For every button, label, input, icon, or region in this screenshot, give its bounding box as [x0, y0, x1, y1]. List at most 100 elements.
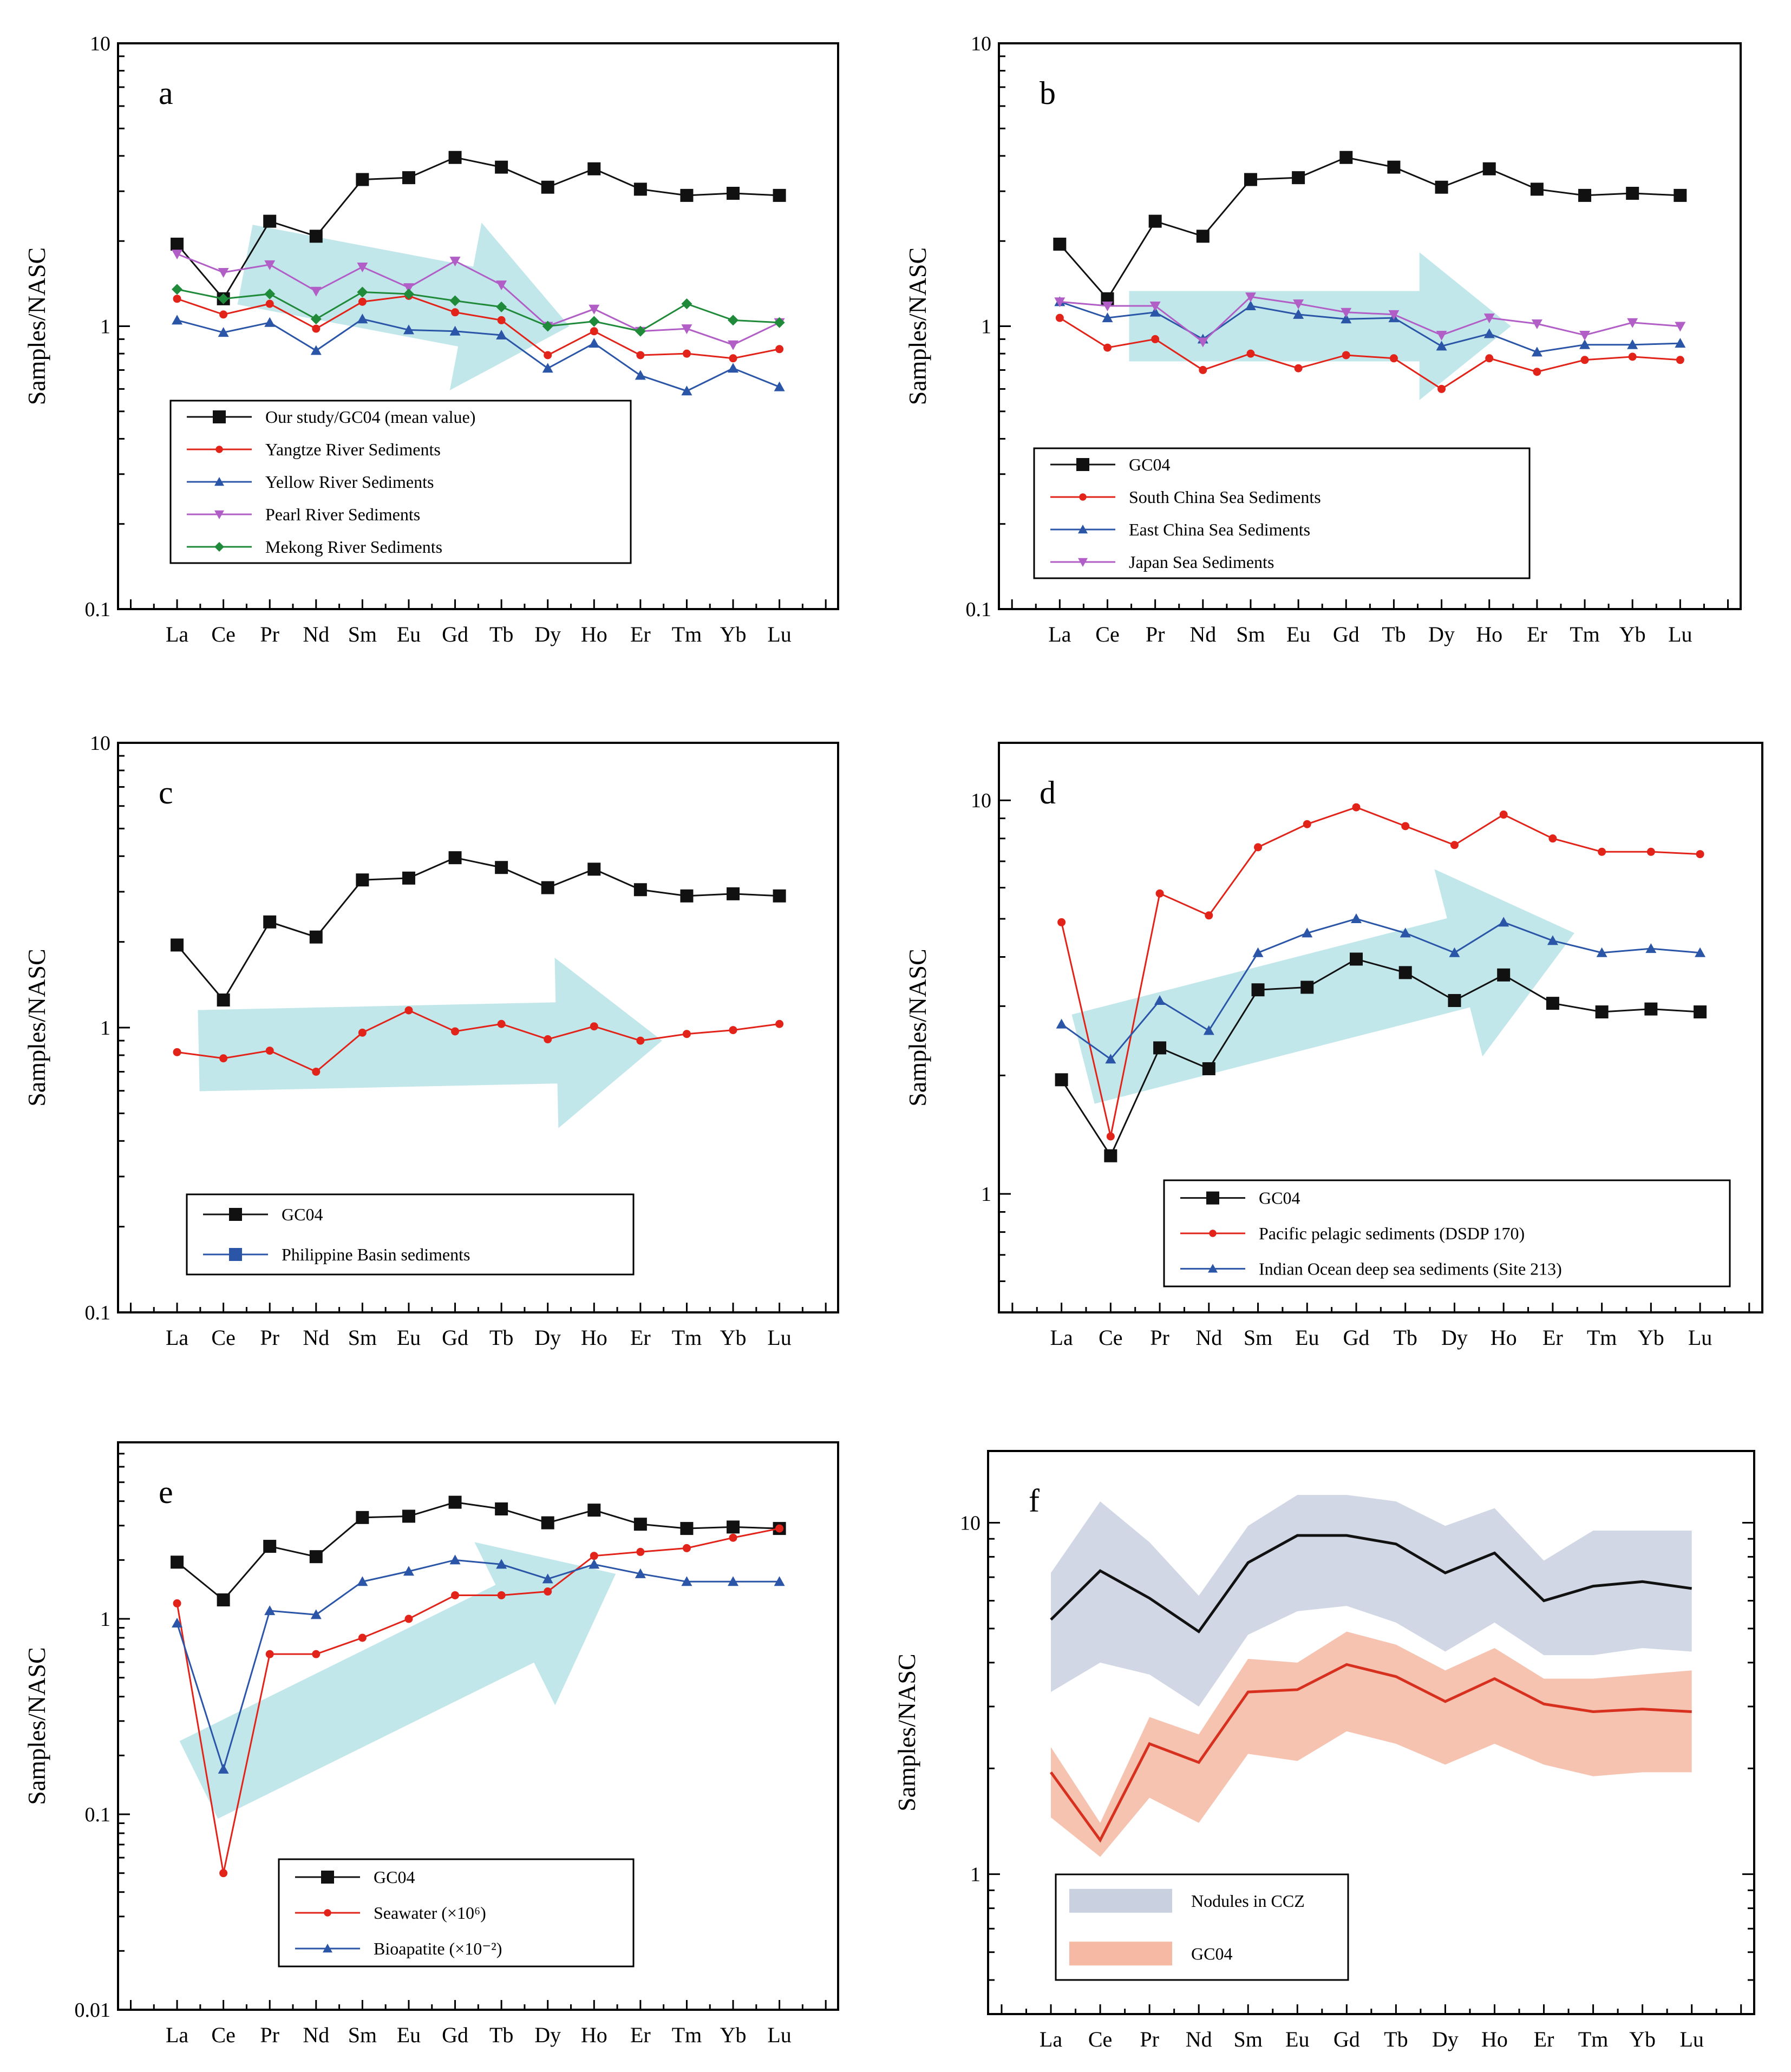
y-tick-label: 10 [90, 32, 110, 55]
data-point-nd [310, 1609, 322, 1619]
data-point-la [173, 1599, 181, 1607]
x-tick-label-nd: Nd [1189, 622, 1216, 646]
data-point-tb [496, 280, 507, 291]
data-point-gd [1342, 351, 1350, 360]
y-axis-label: Samples/NASC [893, 1653, 920, 1811]
data-point-lu [1694, 1005, 1707, 1019]
data-point-ho [1483, 313, 1495, 324]
data-point-er [636, 1547, 645, 1556]
x-tick-label-nd: Nd [303, 622, 329, 646]
data-point-sm [1245, 292, 1256, 303]
x-tick-label-sm: Sm [1244, 1325, 1272, 1350]
data-point-tb [495, 861, 508, 874]
data-point-ho [587, 862, 601, 876]
data-point-la [173, 1048, 181, 1056]
data-point-la [171, 938, 184, 952]
data-point-er [636, 1036, 645, 1045]
series-line-1 [177, 1009, 780, 1073]
data-point-eu [1302, 927, 1313, 938]
data-point-tm [682, 349, 691, 358]
data-point-sm [356, 173, 369, 186]
data-point-er [1548, 834, 1557, 843]
data-point-dy [542, 363, 553, 373]
data-point-ce [217, 993, 230, 1007]
legend-marker [321, 1871, 334, 1884]
legend-label: GC04 [1259, 1188, 1300, 1208]
data-point-ho [590, 1022, 598, 1031]
legend-entry-1: South China Sea Sediments [1050, 487, 1321, 507]
data-point-tm [680, 889, 694, 903]
legend: Our study/GC04 (mean value) Yangtze River… [169, 400, 632, 564]
legend-marker [324, 1909, 331, 1917]
mean-line-gc04 [1050, 1663, 1692, 1843]
data-point-gd [448, 151, 462, 164]
x-tick-label-la: La [166, 1325, 188, 1350]
data-point-sm [357, 313, 368, 324]
data-point-lu [1695, 947, 1706, 957]
data-point-ho [1485, 354, 1494, 363]
legend-label: GC04 [1129, 455, 1170, 474]
data-point-la [172, 315, 183, 325]
x-tick-label-ho: Ho [1491, 1325, 1517, 1350]
x-tick-label-pr: Pr [1140, 2027, 1159, 2051]
legend-entry-3: Pearl River Sediments [187, 505, 420, 524]
data-point-la [1053, 237, 1067, 251]
data-point-la [171, 237, 184, 251]
x-tick-label-tm: Tm [672, 622, 702, 646]
x-tick-label-eu: Eu [397, 1325, 421, 1350]
x-tick-label-nd: Nd [303, 2023, 329, 2047]
data-point-gd [1339, 151, 1353, 164]
x-tick-label-nd: Nd [303, 1325, 329, 1350]
x-tick-label-yb: Yb [1619, 622, 1646, 646]
x-tick-label-tb: Tb [489, 2023, 513, 2047]
y-axis-label: Samples/NASC [23, 247, 50, 405]
data-point-pr [1153, 1041, 1167, 1055]
x-tick-label-ce: Ce [211, 1325, 235, 1350]
data-point-yb [728, 340, 739, 350]
data-point-lu [774, 1576, 785, 1586]
panel-letter: d [1040, 775, 1056, 811]
x-tick-label-pr: Pr [260, 2023, 279, 2047]
data-point-gd [448, 851, 462, 865]
x-tick-label-tb: Tb [1393, 1325, 1417, 1350]
data-point-pr [264, 260, 276, 270]
data-point-tb [496, 1559, 507, 1569]
legend-swatch [1069, 1942, 1172, 1966]
data-point-pr [263, 915, 277, 929]
legend-label: GC04 [374, 1867, 415, 1887]
data-point-gd [1341, 313, 1352, 324]
x-tick-label-er: Er [1542, 1325, 1563, 1350]
legend-marker [215, 446, 223, 453]
y-tick-label: 0.01 [75, 1999, 111, 2022]
x-tick-label-gd: Gd [442, 1325, 468, 1350]
x-tick-label-yb: Yb [1629, 2027, 1656, 2051]
legend: GC04 South China Sea Sediments East China … [1033, 447, 1531, 579]
legend-label: Indian Ocean deep sea sediments (Site 21… [1259, 1259, 1562, 1278]
data-point-ce [219, 310, 228, 319]
chart-panel-c: La Ce Pr Nd Sm Eu Gd Tb Dy Ho Er Tm Yb Lu 0.1 1 10 Sample… [23, 732, 839, 1350]
legend-label: Our study/GC04 (mean value) [265, 407, 475, 427]
data-point-pr [264, 317, 276, 327]
series-line-3 [177, 253, 780, 346]
data-point-nd [1202, 1062, 1215, 1075]
x-tick-label-er: Er [630, 1325, 651, 1350]
data-point-sm [356, 873, 369, 887]
x-tick-label-eu: Eu [1295, 1325, 1319, 1350]
x-tick-label-eu: Eu [397, 2023, 421, 2047]
data-point-ho [587, 162, 601, 175]
data-point-tm [680, 188, 694, 202]
x-tick-label-ce: Ce [1099, 1325, 1122, 1350]
data-point-la [1055, 1073, 1068, 1087]
chart-panel-e: La Ce Pr Nd Sm Eu Gd Tb Dy Ho Er Tm Yb Lu 0.01 0.1 1 Samp… [23, 1441, 839, 2047]
data-point-yb [1644, 1002, 1658, 1016]
data-point-tb [1398, 966, 1412, 979]
data-point-eu [402, 871, 415, 885]
data-point-gd [1352, 803, 1361, 812]
data-point-lu [1675, 338, 1686, 348]
data-point-dy [1435, 180, 1448, 194]
x-tick-label-pr: Pr [260, 1325, 279, 1350]
y-tick-label: 0.1 [85, 1803, 111, 1826]
data-point-eu [402, 1509, 415, 1523]
y-tick-label: 0.1 [85, 1302, 111, 1324]
